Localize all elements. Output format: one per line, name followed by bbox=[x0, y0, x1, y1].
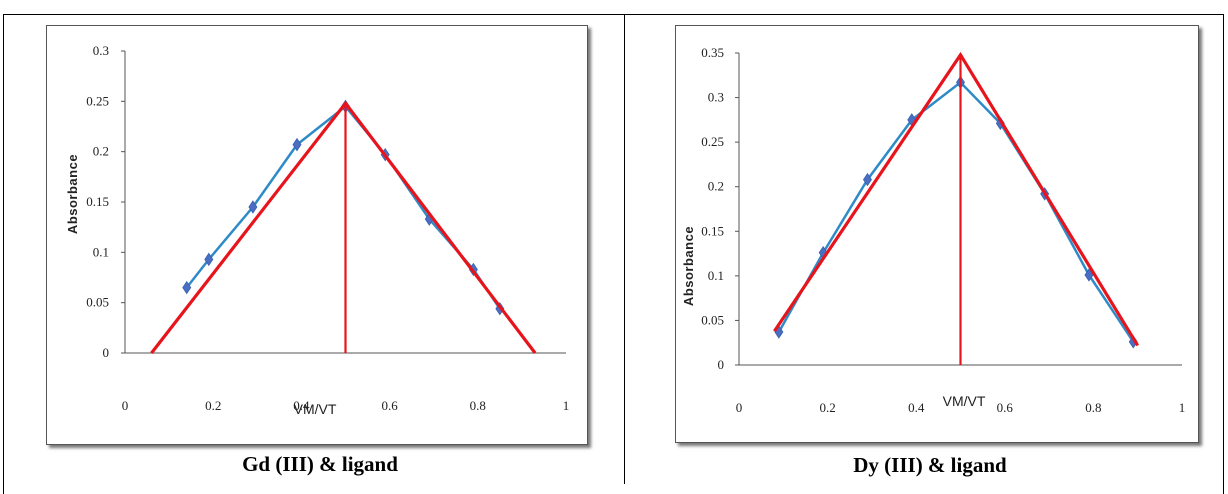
y-tick-label: 0.05 bbox=[701, 312, 724, 327]
chart-panel-gd: 0 0.05 0.1 0.15 0.2 0.25 0.3 0 0.2 0.4 0.6 0.8 1 VM/V… bbox=[46, 25, 588, 445]
caption-dy: Dy (III) & ligand bbox=[853, 453, 1007, 477]
figure-table-divider bbox=[624, 14, 625, 484]
data-series-line bbox=[185, 104, 501, 310]
y-axis-title: Absorbance bbox=[681, 226, 696, 306]
x-tick-label: 0 bbox=[736, 400, 743, 415]
y-tick-label: 0.3 bbox=[708, 90, 724, 105]
y-tick-label: 0.3 bbox=[93, 43, 109, 58]
x-tick-label: 0.4 bbox=[908, 400, 925, 415]
figure-table-border bbox=[3, 14, 1224, 494]
x-tick-label: 0.4 bbox=[293, 398, 310, 413]
y-tick-label: 0.1 bbox=[93, 244, 109, 259]
chart-panel-dy: 0 0.05 0.1 0.15 0.2 0.25 0.3 0.35 0 0.2 0.4 0.6 0.8 1… bbox=[675, 25, 1199, 443]
y-tick-label: 0.35 bbox=[701, 45, 724, 60]
y-tick-label: 0.25 bbox=[701, 134, 724, 149]
x-tick-label: 0 bbox=[122, 398, 129, 413]
y-tick-label: 0.2 bbox=[708, 179, 724, 194]
x-tick-label: 0.2 bbox=[205, 398, 221, 413]
data-series-line bbox=[777, 80, 1135, 343]
y-tick-label: 0.15 bbox=[86, 194, 109, 209]
x-tick-label: 0.2 bbox=[819, 400, 835, 415]
x-axis-title: VM/VT bbox=[943, 393, 986, 409]
data-point-marker bbox=[204, 252, 214, 267]
x-tick-label: 0.8 bbox=[470, 398, 486, 413]
y-tick-label: 0.25 bbox=[86, 93, 109, 108]
chart-svg-gd: 0 0.05 0.1 0.15 0.2 0.25 0.3 0 0.2 0.4 0.6 0.8 1 VM/V… bbox=[65, 43, 570, 417]
y-tick-label: 0.15 bbox=[701, 223, 724, 238]
x-tick-label: 1 bbox=[563, 398, 570, 413]
fit-line bbox=[150, 100, 537, 354]
y-tick-label: 0.2 bbox=[93, 144, 109, 159]
x-tick-label: 0.8 bbox=[1085, 400, 1101, 415]
caption-gd: Gd (III) & ligand bbox=[242, 452, 398, 476]
y-tick-label: 0.05 bbox=[86, 295, 109, 310]
data-point-marker bbox=[248, 200, 258, 214]
x-tick-label: 0.6 bbox=[997, 400, 1014, 415]
y-tick-label: 0 bbox=[103, 345, 110, 360]
x-axis-title: VM/VT bbox=[294, 401, 337, 417]
fit-line bbox=[773, 51, 1140, 347]
x-tick-label: 0.6 bbox=[381, 398, 398, 413]
data-point-marker bbox=[182, 280, 192, 295]
y-axis-title: Absorbance bbox=[65, 154, 80, 234]
y-tick-label: 0.1 bbox=[708, 268, 724, 283]
data-point-marker bbox=[292, 137, 302, 152]
x-tick-label: 1 bbox=[1179, 400, 1186, 415]
data-point-marker bbox=[862, 172, 872, 187]
chart-svg-dy: 0 0.05 0.1 0.15 0.2 0.25 0.3 0.35 0 0.2 0.4 0.6 0.8 1… bbox=[681, 45, 1186, 415]
data-point-marker bbox=[1084, 268, 1094, 282]
y-tick-label: 0 bbox=[718, 357, 725, 372]
